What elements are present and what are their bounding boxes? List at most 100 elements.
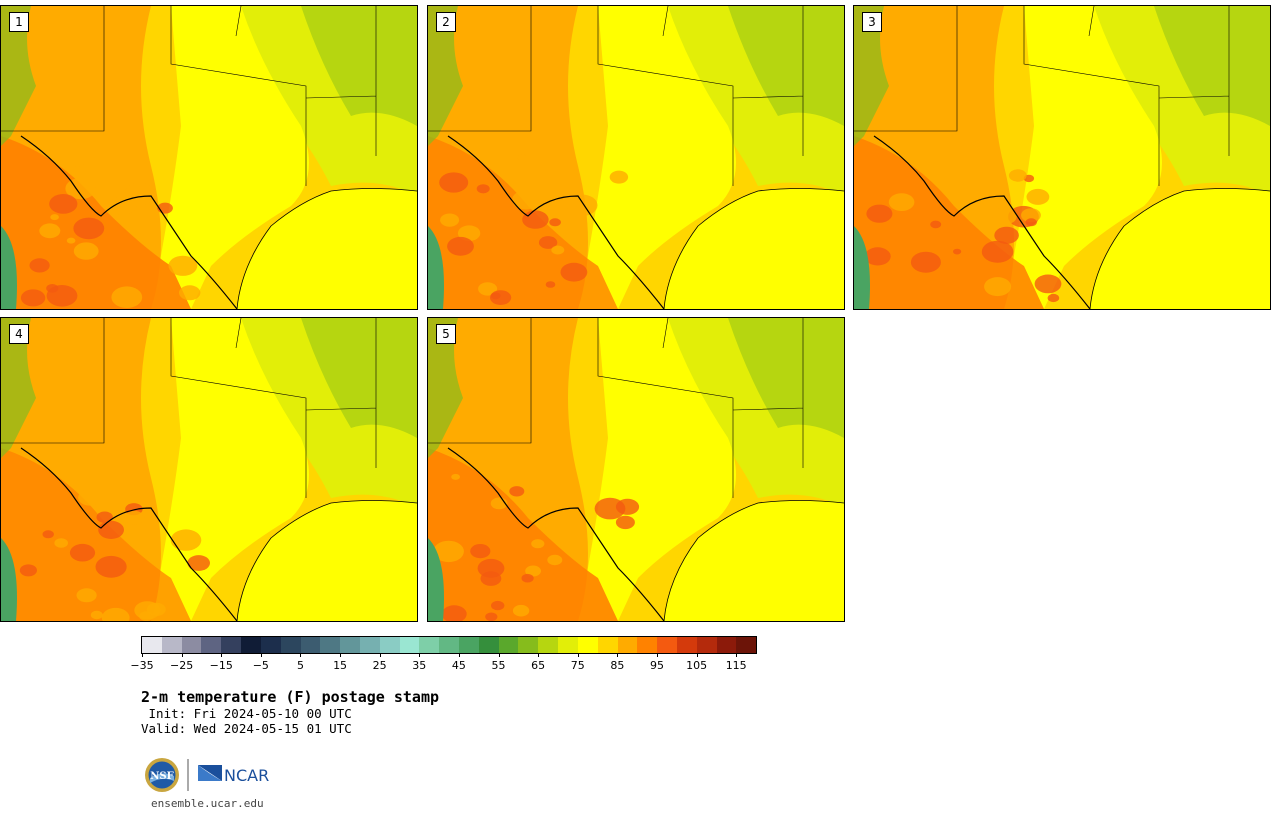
hot-cell bbox=[992, 207, 1017, 225]
colorbar-segment bbox=[221, 637, 242, 653]
coastline bbox=[236, 500, 417, 621]
hot-cell bbox=[1047, 293, 1060, 303]
colorbar-segment bbox=[379, 637, 400, 653]
mountain-region bbox=[1, 318, 36, 458]
hot-cell bbox=[538, 236, 558, 249]
hot-cell bbox=[73, 242, 99, 260]
hot-cell bbox=[522, 210, 549, 229]
nsf-text: NSF bbox=[150, 771, 173, 782]
colorbar-segment bbox=[260, 637, 281, 653]
state-borders bbox=[1, 318, 377, 498]
hot-cell bbox=[560, 262, 588, 282]
colorbar bbox=[141, 636, 757, 654]
hot-cell bbox=[29, 258, 50, 273]
colorbar-segment bbox=[340, 637, 360, 653]
mountain-region bbox=[1, 226, 17, 309]
colorbar-tick-label: −15 bbox=[209, 659, 233, 672]
international-border bbox=[20, 447, 238, 621]
init-time: Init: Fri 2024-05-10 00 UTC bbox=[141, 706, 352, 721]
colorbar-tick-label: −35 bbox=[130, 659, 154, 672]
colorbar-segment bbox=[736, 637, 757, 653]
hot-cell bbox=[994, 226, 1019, 244]
colorbar-segment bbox=[696, 637, 717, 653]
hot-cell bbox=[1025, 218, 1037, 227]
hot-region bbox=[854, 136, 1044, 309]
state-borders bbox=[1, 6, 377, 186]
hot-cell bbox=[545, 281, 556, 288]
colorbar-tick-label: 25 bbox=[372, 659, 387, 672]
state-borders bbox=[428, 6, 804, 186]
hot-cell bbox=[101, 607, 130, 621]
hot-cell bbox=[566, 194, 598, 217]
ncar-text: NCAR bbox=[224, 766, 269, 785]
hot-cell bbox=[491, 600, 505, 611]
stamp-panel-2: 2 bbox=[427, 5, 845, 310]
colorbar-segment bbox=[716, 637, 737, 653]
colorbar-segment bbox=[637, 637, 658, 653]
gulf-of-mexico bbox=[237, 500, 417, 621]
mountain-region bbox=[428, 318, 463, 458]
hot-cell bbox=[485, 612, 498, 621]
colorbar-ticks: −35 −25 −15 −5 5 15 25 35 45 55 65 75 85 95 105 115 bbox=[130, 653, 757, 675]
colorbar-segment bbox=[181, 637, 202, 653]
hot-cell bbox=[20, 289, 46, 307]
hot-cell bbox=[447, 236, 474, 256]
mountain-region bbox=[1, 6, 36, 146]
hot-cell bbox=[76, 588, 97, 603]
colorbar-tick-label: 115 bbox=[725, 659, 747, 672]
colorbar-tick bbox=[458, 653, 460, 657]
hot-region bbox=[1, 448, 191, 621]
temperature-map bbox=[428, 6, 844, 309]
colorbar-tick-label: 5 bbox=[296, 659, 304, 672]
stamp-panel-4: 4 bbox=[0, 317, 418, 622]
colorbar-segment bbox=[419, 637, 440, 653]
hot-cell bbox=[910, 251, 941, 273]
gulf-of-mexico bbox=[664, 500, 844, 621]
colorbar-segment bbox=[399, 637, 420, 653]
hot-cell bbox=[90, 610, 103, 620]
panel-number: 1 bbox=[9, 12, 29, 32]
mountain-region bbox=[428, 6, 463, 146]
coastline bbox=[663, 188, 844, 309]
colorbar-tick-label: 95 bbox=[649, 659, 664, 672]
mild-region bbox=[151, 6, 309, 309]
hot-cell bbox=[439, 172, 469, 193]
figure-title: 2-m temperature (F) postage stamp bbox=[141, 688, 440, 706]
colorbar-tick-label: 65 bbox=[531, 659, 546, 672]
colorbar-tick bbox=[419, 653, 421, 657]
hot-region bbox=[428, 448, 618, 621]
international-border bbox=[20, 135, 238, 309]
colorbar-tick bbox=[656, 653, 658, 657]
cool-region bbox=[1154, 6, 1270, 126]
colorbar-tick-label: 105 bbox=[686, 659, 708, 672]
colorbar-segment bbox=[657, 637, 677, 653]
colorbar-segment bbox=[439, 637, 459, 653]
hot-cell bbox=[50, 214, 59, 221]
hot-cell bbox=[615, 515, 635, 530]
hot-cell bbox=[521, 573, 534, 583]
cool-region bbox=[301, 318, 417, 438]
colorbar-segment bbox=[320, 637, 341, 653]
hot-cell bbox=[509, 486, 525, 497]
hot-cell bbox=[98, 520, 124, 539]
international-border bbox=[447, 447, 665, 621]
hot-cell bbox=[39, 223, 61, 239]
hot-cell bbox=[1021, 208, 1041, 223]
hot-cell bbox=[19, 564, 37, 577]
hot-cell bbox=[73, 217, 105, 240]
colorbar-tick-label: −5 bbox=[252, 659, 269, 672]
hot-cell bbox=[1026, 188, 1050, 205]
mountain-region bbox=[854, 226, 870, 309]
colorbar-tick bbox=[577, 653, 579, 657]
ncar-logo-icon: NCAR bbox=[198, 765, 269, 785]
colorbar-segment bbox=[617, 637, 638, 653]
colorbar-tick-label: 35 bbox=[412, 659, 427, 672]
hot-cell bbox=[476, 184, 490, 194]
ensemble-url: ensemble.ucar.edu bbox=[151, 797, 264, 810]
colorbar-segment bbox=[459, 637, 479, 653]
coastline bbox=[663, 500, 844, 621]
hot-cell bbox=[457, 225, 481, 241]
mild-region bbox=[578, 6, 736, 309]
hot-cell bbox=[451, 473, 460, 480]
hot-cell bbox=[54, 538, 68, 548]
